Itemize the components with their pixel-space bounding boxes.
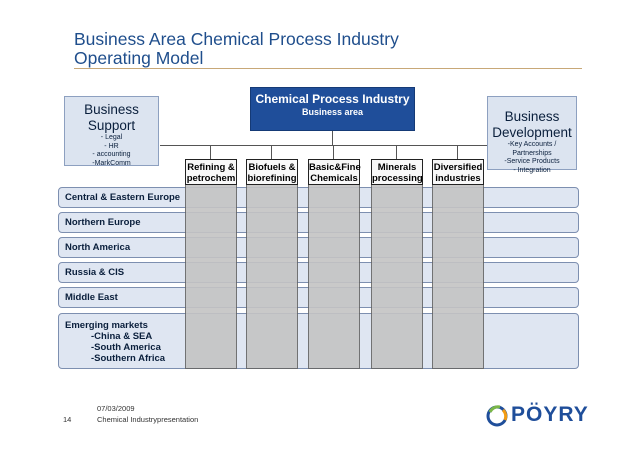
column-body (432, 185, 484, 369)
support-head-line1: Business (84, 102, 139, 117)
central-subtitle: Business area (301, 107, 364, 117)
connector-drop (210, 145, 211, 159)
region-label: Russia & CIS (65, 267, 125, 278)
column-header-line2: biorefining (247, 173, 297, 184)
poyry-logo-icon (486, 405, 508, 427)
central-business-area-box: Chemical Process Industry Business area (250, 87, 415, 131)
connector-vertical-main (332, 131, 333, 145)
slide-title-line1: Business Area Chemical Process Industry (74, 29, 399, 49)
column-header-line1: Minerals (377, 162, 417, 173)
column-header-line1: Basic&Fine (309, 162, 361, 173)
column-header: Biofuels & biorefining (246, 159, 298, 185)
region-label: North America (65, 242, 131, 253)
column-header: Refining & petrochem (185, 159, 237, 185)
connector-drop (271, 145, 272, 159)
footer-presentation-name: Chemical Industrypresentation (97, 415, 199, 424)
emerging-item: -Southern Africa (91, 353, 166, 364)
emerging-item: -South America (91, 342, 161, 353)
support-item: - accounting (92, 151, 131, 158)
support-item: - Legal (100, 134, 123, 141)
development-head-line1: Business (504, 109, 560, 124)
column-body (185, 185, 237, 369)
development-item: - Integration (513, 166, 551, 174)
column-body (246, 185, 298, 369)
connector-horizontal (160, 145, 487, 146)
column-header-line2: Chemicals (310, 173, 358, 184)
column-header-line1: Refining & (187, 162, 235, 173)
slide-title-line2: Operating Model (74, 48, 204, 68)
column-header-line2: petrochem (186, 173, 236, 184)
column-header: Basic&Fine Chemicals (308, 159, 361, 185)
title-divider (74, 68, 582, 69)
column-header: Minerals processing (371, 159, 423, 185)
column-body (371, 185, 423, 369)
development-item: -Key Accounts / Partnerships (507, 141, 557, 157)
column-header-line2: processing (372, 173, 423, 184)
footer-date: 07/03/2009 (97, 404, 135, 413)
column-body (308, 185, 360, 369)
support-head-line2: Support (87, 118, 136, 133)
column-header: Diversified industries (432, 159, 484, 185)
central-title: Chemical Process Industry (255, 92, 410, 106)
region-label: Northern Europe (65, 217, 141, 228)
column-header-line1: Diversified (433, 162, 483, 173)
business-development-box: Business Development -Key Accounts / Par… (487, 96, 577, 174)
page-number: 14 (63, 415, 72, 424)
development-item: -Service Products (504, 158, 560, 165)
emerging-item: -China & SEA (91, 331, 153, 342)
emerging-head: Emerging markets (65, 320, 148, 331)
support-item: - HR (104, 142, 119, 150)
development-head-line2: Development (492, 125, 572, 140)
region-label: Middle East (65, 292, 118, 303)
column-header-line1: Biofuels & (248, 162, 296, 173)
connector-drop (333, 145, 334, 159)
connector-drop (457, 145, 458, 159)
region-label: Central & Eastern Europe (65, 192, 181, 203)
slide-title: Business Area Chemical Process Industry … (74, 30, 399, 68)
support-item: -MarkComm (92, 159, 131, 167)
column-header-line2: industries (435, 173, 481, 184)
connector-drop (396, 145, 397, 159)
business-support-box: Business Support - Legal - HR - accounti… (64, 96, 159, 167)
logo-wordmark: PÖYRY (511, 403, 589, 426)
